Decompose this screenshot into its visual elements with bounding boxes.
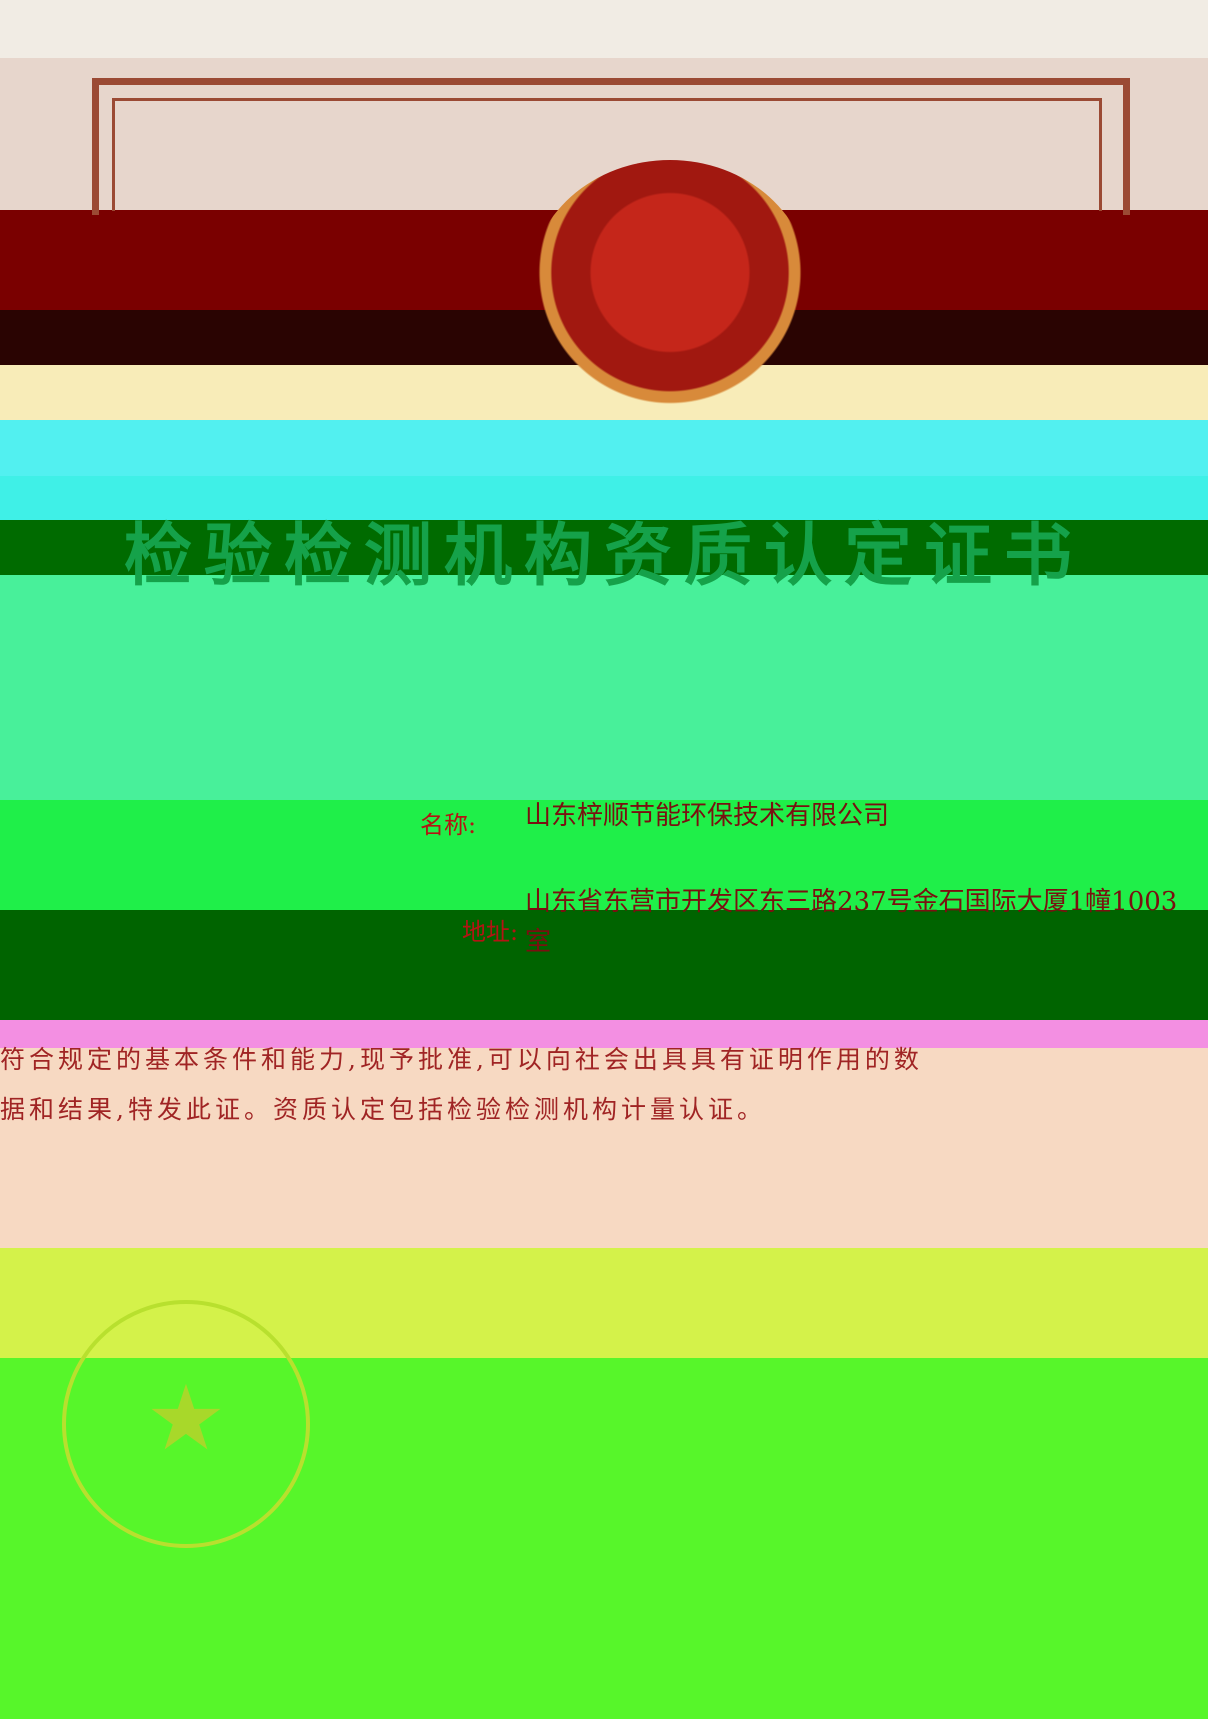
body-text-line-2: 据和结果,特发此证。资质认定包括检验检测机构计量认证。 bbox=[0, 1095, 766, 1124]
name-value: 山东梓顺节能环保技术有限公司 bbox=[525, 801, 890, 831]
outer-frame-line bbox=[92, 78, 1130, 215]
address-value: 山东省东营市开发区东三路237号金石国际大厦1幢1003室 bbox=[525, 887, 1178, 957]
name-label: 名称: bbox=[420, 811, 477, 839]
national-emblem-icon bbox=[530, 160, 810, 410]
color-band bbox=[0, 575, 1208, 800]
body-text-line-1: 符合规定的基本条件和能力,现予批准,可以向社会出具具有证明作用的数 bbox=[0, 1045, 923, 1074]
color-band bbox=[0, 800, 1208, 910]
address-label: 地址: bbox=[462, 918, 519, 946]
color-band bbox=[0, 910, 1208, 1020]
top-margin bbox=[0, 0, 1208, 58]
seal-star-icon: ★ bbox=[145, 1366, 227, 1471]
inner-frame-line bbox=[112, 98, 1102, 211]
color-band bbox=[0, 1020, 1208, 1048]
color-band bbox=[0, 1048, 1208, 1248]
color-band bbox=[0, 520, 1208, 575]
certificate-title: 检验检测机构资质认定证书 bbox=[123, 516, 1084, 596]
color-band bbox=[0, 420, 1208, 476]
official-seal-icon: ★ bbox=[62, 1300, 310, 1548]
color-band bbox=[0, 476, 1208, 520]
